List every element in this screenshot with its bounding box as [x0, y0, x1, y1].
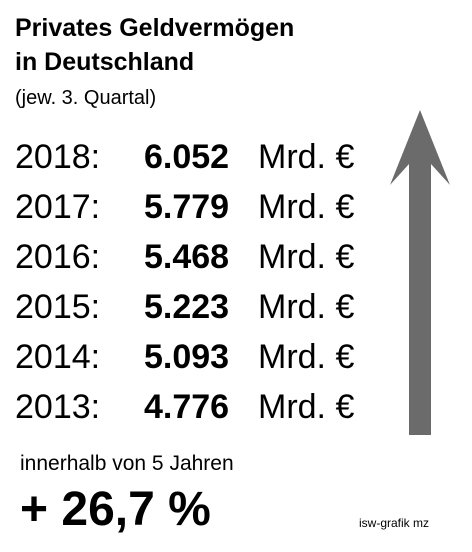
value-unit: Mrd. € — [258, 238, 355, 276]
value-amount: 5.093 — [144, 338, 230, 376]
value-unit: Mrd. € — [258, 188, 355, 226]
value-unit: Mrd. € — [258, 288, 355, 326]
value-table: 2018: 6.052 Mrd. € 2017: 5.779 Mrd. € 20… — [15, 135, 385, 435]
table-row: 2017: 5.779 Mrd. € — [15, 185, 385, 235]
value-unit: Mrd. € — [258, 138, 355, 176]
percent-change: + 26,7 % — [20, 483, 211, 536]
chart-subtitle: (jew. 3. Quartal) — [15, 87, 157, 109]
value-amount: 5.223 — [144, 288, 230, 326]
year-label: 2013: — [15, 388, 101, 426]
value-unit: Mrd. € — [258, 338, 355, 376]
value-unit: Mrd. € — [258, 388, 355, 426]
chart-title-line-2: in Deutschland — [15, 48, 195, 76]
up-arrow-icon — [390, 110, 450, 435]
value-amount: 5.468 — [144, 238, 230, 276]
table-row: 2018: 6.052 Mrd. € — [15, 135, 385, 185]
table-row: 2016: 5.468 Mrd. € — [15, 235, 385, 285]
period-note: innerhalb von 5 Jahren — [20, 452, 234, 475]
value-amount: 4.776 — [144, 388, 230, 426]
year-label: 2014: — [15, 338, 101, 376]
table-row: 2014: 5.093 Mrd. € — [15, 335, 385, 385]
source-credit: isw-grafik mz — [359, 516, 430, 530]
year-label: 2018: — [15, 138, 101, 176]
value-amount: 6.052 — [144, 138, 230, 176]
value-amount: 5.779 — [144, 188, 230, 226]
table-row: 2015: 5.223 Mrd. € — [15, 285, 385, 335]
year-label: 2015: — [15, 288, 101, 326]
year-label: 2017: — [15, 188, 101, 226]
year-label: 2016: — [15, 238, 101, 276]
chart-title-line-1: Privates Geldvermögen — [15, 14, 295, 42]
table-row: 2013: 4.776 Mrd. € — [15, 385, 385, 435]
arrow-shape — [390, 110, 450, 435]
